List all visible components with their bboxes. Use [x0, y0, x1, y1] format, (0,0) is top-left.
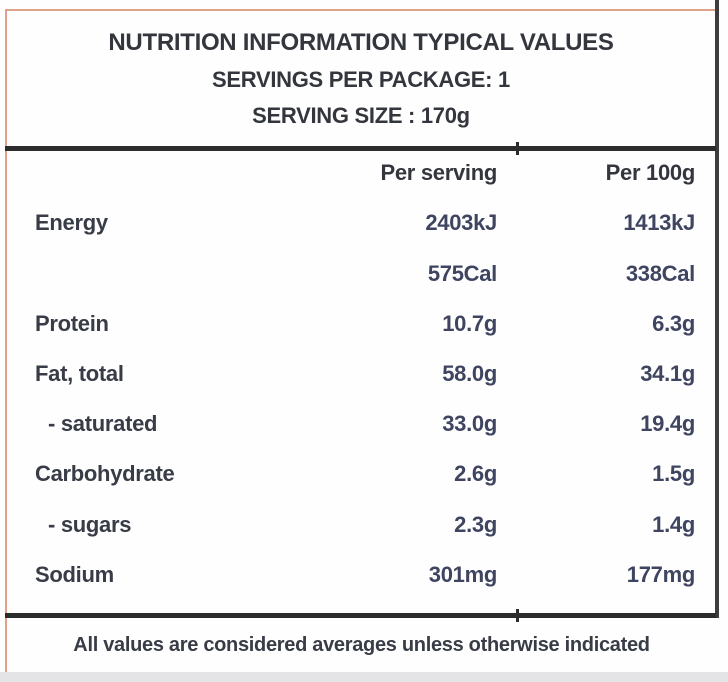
- footer-note: All values are considered averages unles…: [73, 633, 650, 656]
- row-label: Protein: [35, 310, 109, 336]
- nutrition-table: Per serving Per 100g Energy 2403kJ 1413k…: [7, 148, 716, 600]
- value-per-serving: 2.3g: [454, 511, 497, 537]
- row-label: Energy: [35, 210, 108, 236]
- label-footer: All values are considered averages unles…: [7, 618, 716, 672]
- table-row: - sugars 2.3g 1.4g: [7, 500, 716, 550]
- servings-per-package: SERVINGS PER PACKAGE: 1: [212, 66, 510, 92]
- table-row: Sodium 301mg 177mg: [7, 550, 716, 600]
- value-per-100g: 1413kJ: [623, 210, 695, 236]
- table-row: 575Cal 338Cal: [7, 248, 716, 298]
- table-row: - saturated 33.0g 19.4g: [7, 399, 716, 449]
- column-tick-top: [516, 142, 519, 155]
- value-per-serving: 10.7g: [442, 310, 497, 336]
- label-title: NUTRITION INFORMATION TYPICAL VALUES: [108, 28, 614, 56]
- right-edge-rule: [715, 0, 719, 618]
- column-header-per-serving: Per serving: [380, 160, 497, 186]
- serving-size: SERVING SIZE : 170g: [252, 102, 470, 128]
- value-per-100g: 1.5g: [652, 461, 695, 487]
- value-per-serving: 33.0g: [442, 411, 497, 437]
- value-per-serving: 2.6g: [454, 461, 497, 487]
- accent-border-top: [5, 9, 716, 11]
- table-row: Carbohydrate 2.6g 1.5g: [7, 449, 716, 499]
- bottom-edge-band: [0, 672, 728, 682]
- value-per-serving: 575Cal: [427, 260, 497, 286]
- row-label: Fat, total: [35, 360, 124, 386]
- column-tick-bottom: [516, 609, 519, 622]
- table-row: Energy 2403kJ 1413kJ: [7, 198, 716, 248]
- value-per-100g: 6.3g: [652, 310, 695, 336]
- table-row: Fat, total 58.0g 34.1g: [7, 349, 716, 399]
- value-per-serving: 301mg: [428, 561, 498, 587]
- value-per-100g: 1.4g: [652, 511, 695, 537]
- accent-border-left: [5, 9, 7, 672]
- value-per-100g: 34.1g: [640, 360, 695, 386]
- row-label: - saturated: [48, 411, 158, 437]
- row-label: Sodium: [35, 561, 114, 587]
- table-row: Protein 10.7g 6.3g: [7, 299, 716, 349]
- value-per-100g: 19.4g: [640, 411, 695, 437]
- value-per-100g: 177mg: [626, 561, 696, 587]
- header-divider-rule: [5, 146, 716, 151]
- row-label: Carbohydrate: [35, 461, 175, 487]
- value-per-100g: 338Cal: [625, 260, 695, 286]
- row-label: - sugars: [48, 511, 132, 537]
- table-header-row: Per serving Per 100g: [7, 148, 716, 198]
- column-header-per-100g: Per 100g: [605, 160, 696, 186]
- value-per-serving: 2403kJ: [425, 210, 497, 236]
- label-header: NUTRITION INFORMATION TYPICAL VALUES SER…: [7, 11, 715, 146]
- value-per-serving: 58.0g: [442, 360, 497, 386]
- footer-divider-rule: [5, 613, 716, 618]
